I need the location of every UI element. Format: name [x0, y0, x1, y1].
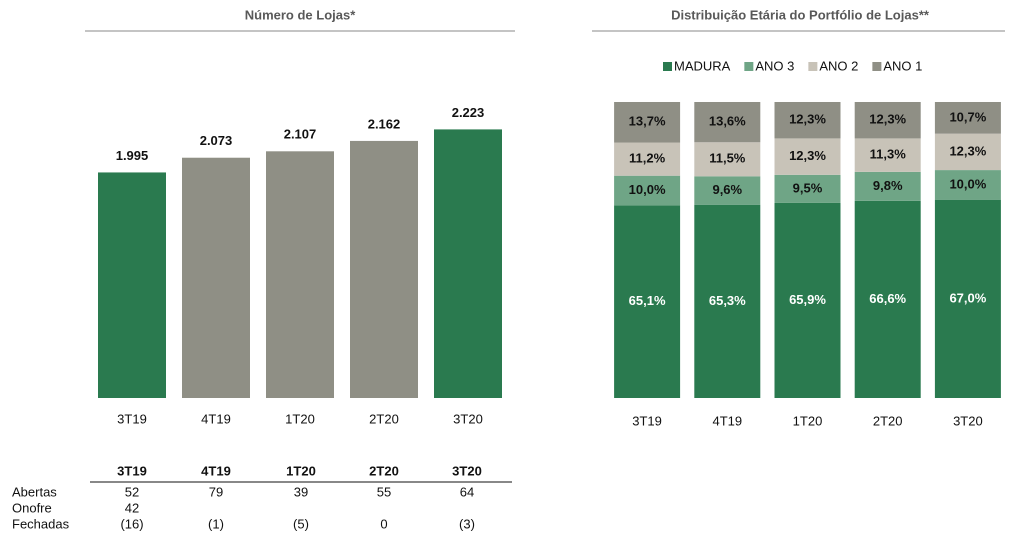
bar-segment — [694, 142, 761, 177]
table-header: 3T19 — [117, 463, 147, 478]
table-cell: (3) — [459, 516, 475, 531]
x-tick-label: 2T20 — [873, 413, 903, 428]
legend-swatch — [808, 62, 818, 71]
bar-segment — [854, 102, 921, 139]
chart-title: Distribuição Etária do Portfólio de Loja… — [671, 7, 930, 22]
value-label: 1.995 — [116, 148, 149, 163]
table-cell: (1) — [208, 516, 224, 531]
table-cell: 55 — [377, 484, 391, 499]
value-label: 12,3% — [789, 112, 826, 127]
legend-swatch — [872, 62, 882, 71]
table-cell: (16) — [120, 516, 143, 531]
value-label: 9,6% — [712, 182, 742, 197]
bar — [98, 172, 166, 398]
value-label: 12,3% — [789, 148, 826, 163]
table-header: 4T19 — [201, 463, 231, 478]
value-label: 12,3% — [869, 112, 906, 127]
value-label: 9,8% — [873, 178, 903, 193]
table-cell: 42 — [125, 500, 139, 515]
value-label: 11,3% — [870, 147, 907, 162]
value-label: 13,6% — [709, 114, 746, 129]
x-tick-label: 2T20 — [369, 411, 399, 426]
chart-title: Número de Lojas* — [245, 7, 356, 22]
legend-label: ANO 1 — [883, 58, 922, 73]
value-label: 9,5% — [793, 180, 823, 195]
bar — [182, 157, 250, 398]
x-tick-label: 1T20 — [793, 413, 823, 428]
bar-segment — [934, 199, 1001, 398]
value-label: 65,1% — [629, 293, 666, 308]
value-label: 12,3% — [949, 143, 986, 158]
row-label: Fechadas — [12, 516, 70, 531]
bar-segment — [614, 175, 681, 206]
x-tick-label: 3T20 — [953, 413, 983, 428]
bar — [266, 151, 334, 398]
table-header: 1T20 — [286, 463, 316, 478]
x-tick-label: 4T19 — [712, 413, 742, 428]
value-label: 2.073 — [200, 133, 233, 148]
table-cell: 79 — [209, 484, 223, 499]
value-label: 66,6% — [869, 291, 906, 306]
bar-segment — [614, 205, 681, 398]
value-label: 2.162 — [368, 116, 401, 131]
bar-segment — [774, 202, 841, 398]
bar-segment — [854, 200, 921, 398]
bar — [350, 140, 418, 399]
bar-segment — [774, 174, 841, 203]
value-label: 10,0% — [949, 176, 986, 191]
bar-segment — [854, 138, 921, 172]
value-label: 10,7% — [949, 109, 986, 124]
value-label: 10,0% — [629, 182, 666, 197]
bar-segment — [934, 170, 1001, 200]
value-label: 65,9% — [789, 292, 826, 307]
bar-segment — [774, 102, 841, 139]
value-label: 65,3% — [709, 293, 746, 308]
table-cell: 64 — [460, 484, 474, 499]
table-cell: 0 — [380, 516, 387, 531]
bar-segment — [694, 204, 761, 398]
x-tick-label: 3T20 — [453, 411, 483, 426]
table-cell: (5) — [293, 516, 309, 531]
bar-segment — [614, 142, 681, 176]
bar-segment — [934, 133, 1001, 171]
table-cell: 39 — [294, 484, 308, 499]
table-header: 3T20 — [452, 463, 482, 478]
value-label: 2.107 — [284, 127, 317, 142]
bar-segment — [774, 138, 841, 175]
legend-swatch — [663, 62, 672, 71]
value-label: 11,5% — [709, 151, 746, 166]
bar-segment — [854, 171, 921, 201]
bar — [434, 129, 502, 398]
bar-segment — [694, 102, 761, 143]
row-label: Onofre — [12, 500, 52, 515]
x-tick-label: 3T19 — [632, 413, 662, 428]
table-header: 2T20 — [369, 463, 399, 478]
x-tick-label: 4T19 — [201, 411, 231, 426]
value-label: 13,7% — [629, 114, 666, 129]
x-tick-label: 3T19 — [117, 411, 147, 426]
row-label: Abertas — [12, 484, 57, 499]
legend-label: ANO 3 — [755, 58, 794, 73]
value-label: 67,0% — [949, 290, 986, 305]
bar-segment — [694, 176, 761, 205]
table-cell: 52 — [125, 484, 139, 499]
legend-swatch — [744, 62, 754, 71]
bar-segment — [934, 102, 1001, 134]
value-label: 2.223 — [452, 105, 485, 120]
bar-segment — [614, 102, 681, 143]
legend-label: ANO 2 — [819, 58, 858, 73]
legend-label: MADURA — [674, 58, 731, 73]
x-tick-label: 1T20 — [285, 411, 315, 426]
value-label: 11,2% — [629, 151, 666, 166]
